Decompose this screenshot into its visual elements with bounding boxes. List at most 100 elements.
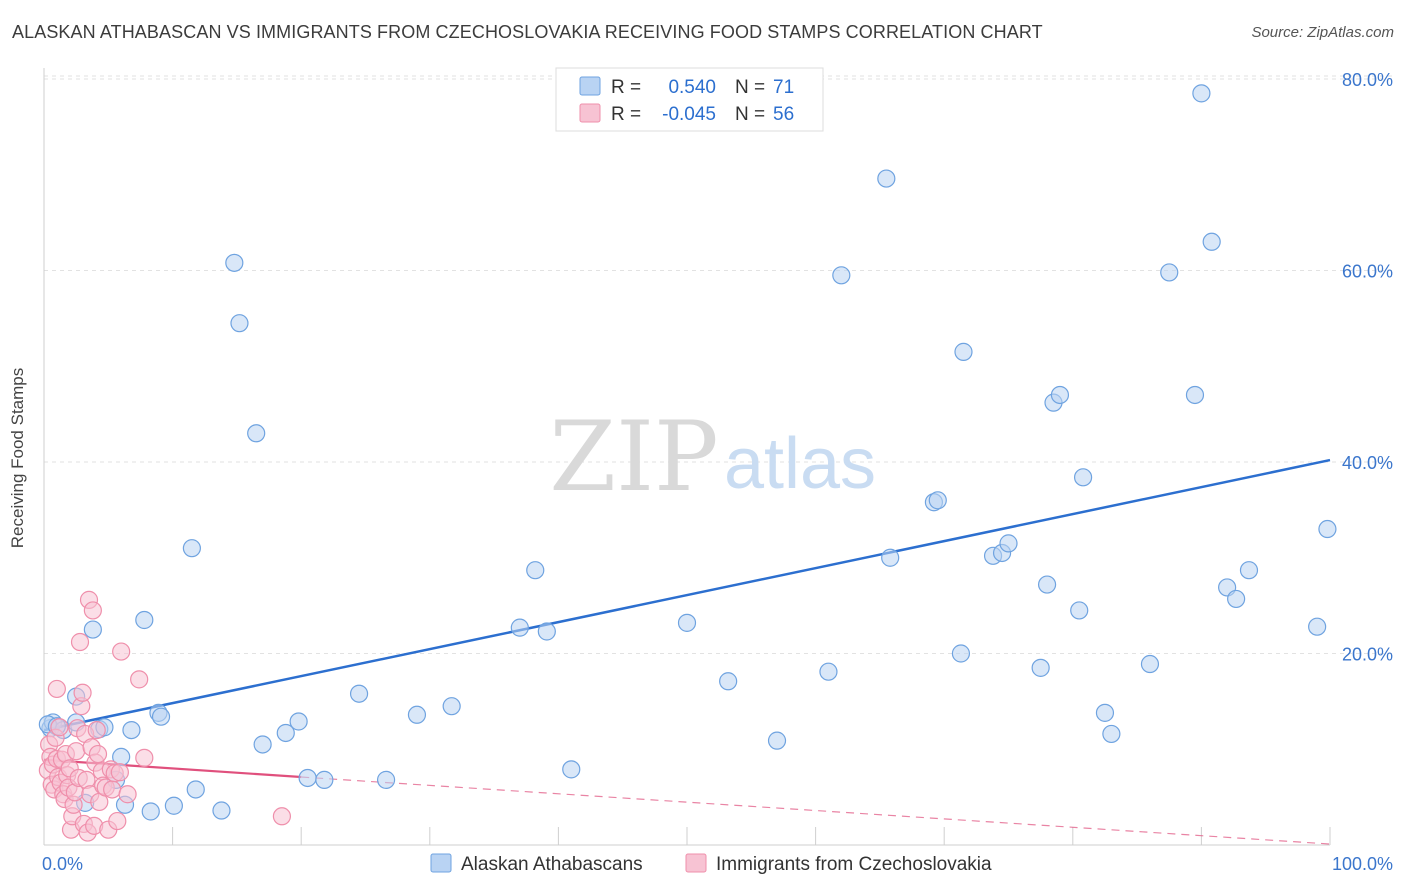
grid-lines: [44, 75, 1392, 654]
point-athabascan-21: [225, 253, 244, 272]
x-tick-label-0: 0.0%: [42, 854, 83, 874]
stats-r-value-pink: -0.045: [662, 104, 716, 125]
point-athabascan-27: [298, 768, 317, 788]
stats-swatch-pink: [579, 103, 601, 123]
point-athabascan-47: [954, 342, 973, 361]
point-czechoslovakia-55: [272, 807, 292, 826]
watermark-atlas: atlas: [724, 424, 876, 504]
legend-label-athabascans: Alaskan Athabascans: [461, 854, 643, 875]
point-athabascan-42: [877, 169, 896, 188]
point-athabascan-67: [1308, 617, 1327, 636]
point-czechoslovakia-51: [112, 642, 131, 661]
point-czechoslovakia-36: [83, 601, 102, 620]
point-athabascan-66: [1239, 561, 1259, 580]
legend-swatch-czechoslovakia: [685, 853, 707, 873]
point-czechoslovakia-47: [103, 780, 122, 799]
point-athabascan-54: [1050, 385, 1070, 405]
stats-r-value-blue: 0.540: [668, 77, 716, 98]
point-athabascan-58: [1102, 724, 1121, 744]
point-athabascan-38: [719, 672, 738, 691]
stats-r-label-pink: R =: [611, 104, 641, 125]
stats-legend-box: [555, 67, 824, 132]
stats-r-label-blue: R =: [611, 77, 641, 98]
point-athabascan-24: [253, 735, 272, 754]
point-czechoslovakia-40: [88, 744, 108, 764]
point-athabascan-6: [83, 620, 102, 639]
point-athabascan-63: [1202, 232, 1221, 251]
point-athabascan-68: [1318, 519, 1337, 539]
point-athabascan-61: [1185, 385, 1205, 405]
point-athabascan-60: [1160, 263, 1179, 282]
point-athabascan-37: [677, 613, 697, 632]
point-athabascan-17: [164, 796, 183, 815]
data-points: [38, 84, 1337, 842]
point-athabascan-50: [999, 534, 1018, 553]
point-athabascan-57: [1095, 703, 1115, 722]
point-athabascan-28: [315, 770, 334, 789]
point-czechoslovakia-52: [118, 785, 137, 804]
point-athabascan-40: [819, 662, 838, 681]
point-athabascan-19: [186, 780, 205, 799]
x-tick-label-1: 100.0%: [1332, 854, 1393, 874]
point-athabascan-33: [510, 618, 529, 637]
point-athabascan-16: [151, 707, 171, 726]
y-tick-label-1: 40.0%: [1342, 453, 1393, 473]
point-athabascan-45: [928, 491, 947, 510]
chart-title: ALASKAN ATHABASCAN VS IMMIGRANTS FROM CZ…: [12, 22, 1043, 42]
point-athabascan-43: [881, 548, 900, 567]
trend-lines: [43, 458, 1331, 845]
point-athabascan-35: [537, 622, 556, 641]
point-czechoslovakia-50: [110, 763, 129, 782]
series-legend: Alaskan Athabascans Immigrants from Czec…: [430, 853, 992, 875]
point-athabascan-32: [442, 697, 461, 716]
legend-label-czechoslovakia: Immigrants from Czechoslovakia: [716, 854, 992, 875]
point-athabascan-41: [832, 266, 851, 285]
point-athabascan-31: [407, 705, 427, 724]
point-czechoslovakia-23: [67, 742, 86, 761]
point-athabascan-34: [526, 561, 545, 580]
point-athabascan-29: [349, 684, 369, 703]
y-tick-label-0: 20.0%: [1342, 645, 1393, 665]
point-athabascan-56: [1073, 468, 1093, 487]
point-czechoslovakia-49: [108, 811, 127, 831]
stats-n-value-pink: 56: [773, 104, 794, 125]
point-athabascan-12: [122, 720, 141, 740]
point-athabascan-39: [767, 731, 787, 750]
point-czechoslovakia-39: [87, 720, 106, 740]
source-credit: Source: ZipAtlas.com: [1251, 24, 1394, 41]
trend-line-athabascans: [43, 458, 1331, 732]
point-athabascan-65: [1227, 589, 1246, 609]
stats-n-label-blue: N =: [735, 77, 765, 98]
point-czechoslovakia-54: [135, 748, 154, 767]
legend-swatch-athabascans: [430, 853, 452, 873]
stats-n-label-pink: N =: [735, 104, 765, 125]
point-athabascan-23: [247, 424, 266, 443]
trend-extension-czechoslovakia: [301, 776, 1331, 845]
point-czechoslovakia-53: [130, 670, 149, 689]
point-athabascan-18: [182, 539, 201, 558]
point-athabascan-20: [212, 801, 231, 820]
stats-legend: R = 0.540 N = 71 R = -0.045 N = 56: [555, 67, 824, 132]
point-czechoslovakia-28: [73, 683, 92, 702]
watermark-zip: ZIP: [549, 401, 718, 513]
point-czechoslovakia-7: [47, 679, 66, 699]
stats-n-value-blue: 71: [773, 77, 794, 98]
point-athabascan-36: [562, 760, 581, 779]
point-czechoslovakia-26: [70, 632, 90, 652]
point-athabascan-52: [1037, 575, 1057, 594]
point-athabascan-62: [1192, 84, 1211, 103]
axes: 20.0% 40.0% 60.0% 80.0% 0.0% 100.0%: [42, 68, 1393, 874]
point-athabascan-22: [230, 314, 249, 333]
point-athabascan-13: [135, 610, 154, 630]
point-athabascan-59: [1140, 654, 1160, 674]
point-athabascan-26: [289, 712, 308, 731]
point-athabascan-51: [1031, 658, 1050, 677]
y-tick-label-2: 60.0%: [1342, 262, 1393, 282]
y-tick-label-3: 80.0%: [1342, 70, 1393, 90]
point-czechoslovakia-10: [50, 718, 69, 737]
watermark: ZIP atlas: [549, 401, 876, 513]
stats-swatch-blue: [579, 76, 601, 96]
point-athabascan-25: [276, 723, 295, 743]
point-athabascan-14: [141, 802, 160, 821]
